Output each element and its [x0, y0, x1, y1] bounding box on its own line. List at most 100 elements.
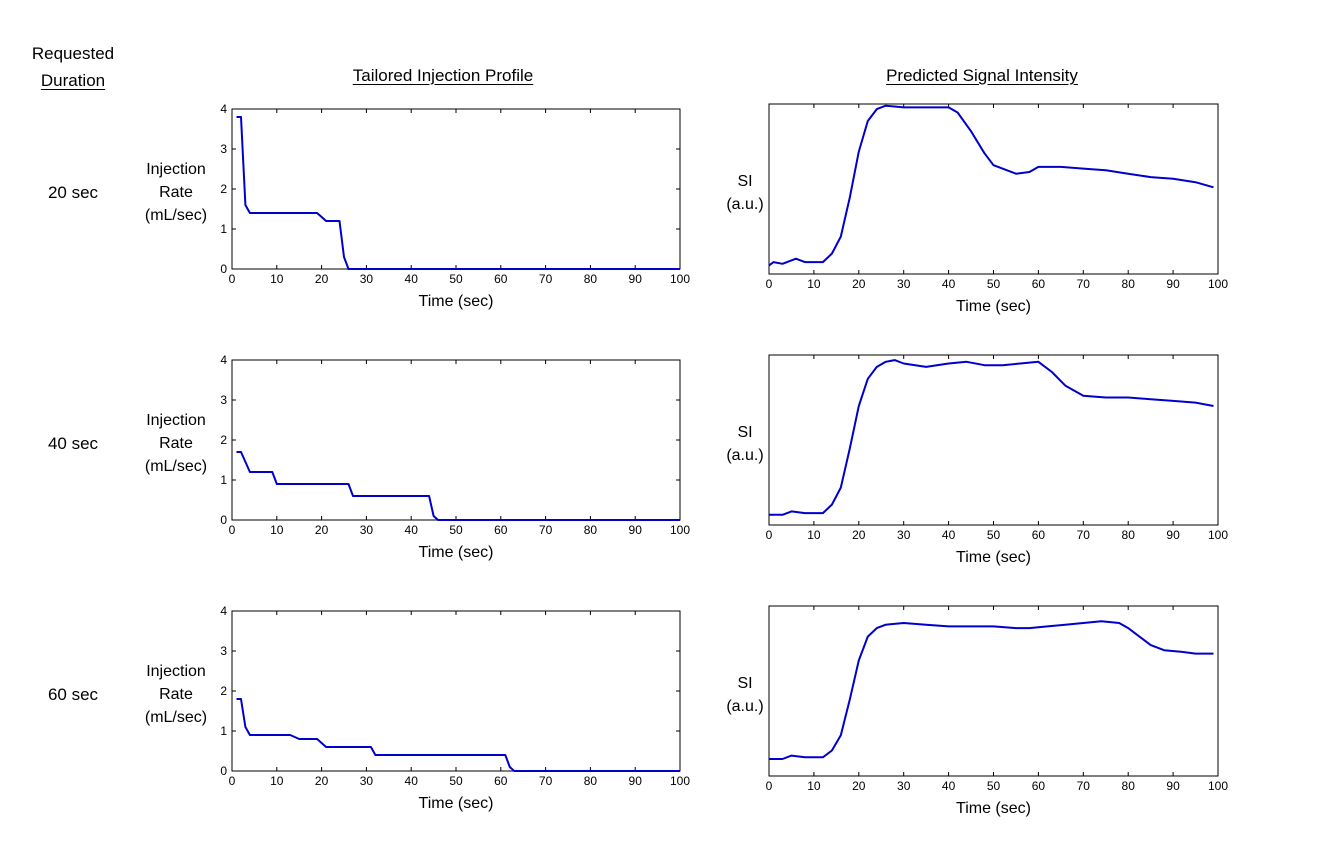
x-tick-label: 40: [405, 523, 419, 537]
x-tick-label: 100: [1208, 779, 1228, 793]
chart-signal-40: 0 10 20 30 40 50 60 70 80 90 100 Time (sec): [766, 354, 1228, 566]
y-tick-label: 4: [220, 604, 227, 618]
x-tick-label: 0: [766, 779, 773, 793]
x-tick-label: 20: [315, 523, 329, 537]
x-tick-label: 90: [629, 774, 643, 788]
x-tick-label: 60: [494, 774, 508, 788]
y-tick-label: 2: [220, 684, 227, 698]
x-axis-label: Time (sec): [419, 293, 494, 310]
y-tick-label: 3: [220, 142, 227, 156]
y-tick-label: 4: [220, 353, 227, 367]
x-tick-label: 10: [807, 779, 821, 793]
plot-frame: [768, 354, 1219, 526]
x-tick-label: 20: [852, 779, 866, 793]
x-tick-label: 100: [670, 774, 690, 788]
requested-heading-line1: Requested: [31, 44, 115, 63]
x-tick-label: 20: [315, 774, 329, 788]
chart-injection-60: 0 10 20 30 40 50 60 70 80 90 100 0 1 2 3 4 Time (sec): [220, 604, 690, 812]
si-ylabel-line1: SI: [737, 675, 753, 692]
y-tick-label: 2: [220, 182, 227, 196]
plot-frame: [231, 108, 681, 270]
x-tick-label: 100: [1208, 277, 1228, 291]
x-tick-label: 40: [942, 277, 956, 291]
x-tick-label: 60: [494, 272, 508, 286]
y-tick-label: 1: [220, 222, 227, 236]
injection-ylabel-line3: (mL/sec): [144, 207, 208, 224]
x-tick-label: 10: [270, 523, 284, 537]
y-tick-label: 1: [220, 724, 227, 738]
x-tick-label: 100: [670, 523, 690, 537]
series-line: [768, 104, 1214, 267]
injection-profile-title: Tailored Injection Profile: [352, 66, 534, 85]
x-tick-label: 80: [584, 523, 598, 537]
x-tick-label: 30: [360, 774, 374, 788]
x-tick-label: 30: [897, 779, 911, 793]
x-tick-label: 80: [1122, 277, 1136, 291]
x-tick-label: 90: [1166, 528, 1180, 542]
x-tick-label: 20: [852, 277, 866, 291]
x-tick-label: 90: [629, 272, 643, 286]
signal-intensity-title: Predicted Signal Intensity: [886, 66, 1078, 85]
chart-injection-40: 0 10 20 30 40 50 60 70 80 90 100 0 1 2 3 4 Time (sec): [220, 353, 690, 561]
series-line: [236, 116, 680, 270]
chart-signal-60: 0 10 20 30 40 50 60 70 80 90 100 Time (sec): [766, 605, 1228, 817]
requested-duration-heading: Requested Duration: [18, 40, 128, 94]
x-tick-label: 50: [987, 779, 1001, 793]
injection-ylabel-line2: Rate: [159, 686, 193, 703]
x-tick-label: 50: [987, 528, 1001, 542]
signal-intensity-heading: Predicted Signal Intensity: [770, 66, 1194, 86]
x-tick-label: 30: [360, 272, 374, 286]
x-tick-label: 10: [270, 272, 284, 286]
row-label-60: 60 sec: [47, 685, 99, 704]
x-tick-label: 70: [539, 523, 553, 537]
si-ylabel-row3: SI (a.u.): [715, 672, 775, 718]
injection-ylabel-line3: (mL/sec): [144, 709, 208, 726]
injection-ylabel-line1: Injection: [146, 663, 206, 680]
x-tick-label: 50: [449, 272, 463, 286]
y-tick-label: 3: [220, 644, 227, 658]
injection-ylabel-line1: Injection: [146, 161, 206, 178]
plot-frame: [231, 359, 681, 521]
injection-ylabel-row1: Injection Rate (mL/sec): [136, 158, 216, 227]
y-tick-label: 0: [220, 764, 227, 778]
row-label-20: 20 sec: [47, 183, 99, 202]
y-tick-label: 0: [220, 262, 227, 276]
series-line: [236, 698, 680, 772]
plot-frame: [768, 605, 1219, 777]
y-tick-label: 0: [220, 513, 227, 527]
requested-heading-line2: Duration: [40, 71, 106, 90]
plot-frame: [231, 610, 681, 772]
x-tick-label: 30: [360, 523, 374, 537]
x-tick-label: 70: [1077, 528, 1091, 542]
injection-ylabel-line2: Rate: [159, 184, 193, 201]
y-tick-label: 4: [220, 102, 227, 116]
x-tick-label: 80: [584, 272, 598, 286]
plot-frame: [768, 103, 1219, 275]
x-tick-label: 40: [942, 528, 956, 542]
y-tick-label: 3: [220, 393, 227, 407]
x-tick-label: 60: [1032, 277, 1046, 291]
x-tick-label: 20: [852, 528, 866, 542]
injection-ylabel-row2: Injection Rate (mL/sec): [136, 409, 216, 478]
x-tick-label: 0: [229, 774, 236, 788]
y-tick-label: 2: [220, 433, 227, 447]
x-tick-label: 30: [897, 277, 911, 291]
x-axis-label: Time (sec): [419, 795, 494, 812]
x-tick-label: 60: [494, 523, 508, 537]
x-tick-label: 0: [766, 277, 773, 291]
si-ylabel-line1: SI: [737, 173, 753, 190]
x-tick-label: 10: [270, 774, 284, 788]
series-line: [236, 451, 680, 521]
x-tick-label: 100: [670, 272, 690, 286]
x-axis-label: Time (sec): [956, 800, 1031, 817]
x-tick-label: 20: [315, 272, 329, 286]
x-tick-label: 70: [539, 272, 553, 286]
series-line: [769, 620, 1214, 760]
injection-profile-heading: Tailored Injection Profile: [233, 66, 653, 86]
series-line: [769, 359, 1214, 516]
y-tick-label: 1: [220, 473, 227, 487]
x-tick-label: 100: [1208, 528, 1228, 542]
x-tick-label: 80: [1122, 779, 1136, 793]
injection-ylabel-line1: Injection: [146, 412, 206, 429]
